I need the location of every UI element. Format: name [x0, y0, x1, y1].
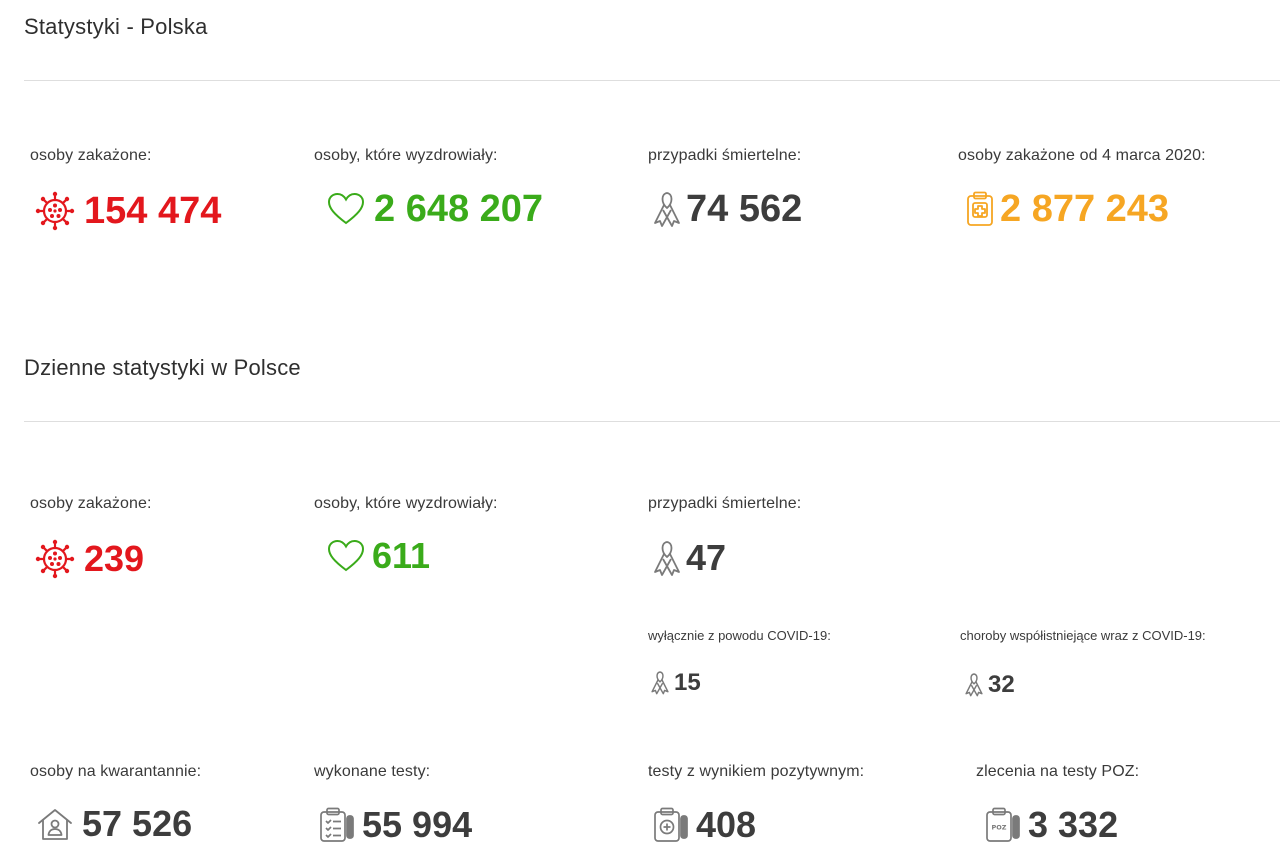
- stat-poz-tests: POZ 3 332: [984, 806, 1118, 844]
- section-title-total: Statystyki - Polska: [24, 14, 208, 39]
- stat-value-quarantine: 57 526: [82, 803, 193, 844]
- stat-infected-total: 154 474: [34, 190, 221, 232]
- stat-label-deaths-total: przypadki śmiertelne:: [648, 147, 802, 164]
- stat-value-positive-tests: 408: [696, 804, 757, 845]
- stat-label-poz-tests: zlecenia na testy POZ:: [976, 763, 1140, 780]
- stat-label-tests: wykonane testy:: [314, 763, 431, 780]
- positive-test-icon: [652, 806, 690, 844]
- stat-label-infected-since-march: osoby zakażone od 4 marca 2020:: [958, 147, 1206, 164]
- stat-deaths-daily: 47: [652, 539, 726, 577]
- heart-icon: [326, 191, 366, 227]
- stat-value-recovered-total: 2 648 207: [374, 188, 544, 230]
- stat-value-deaths-total: 74 562: [686, 188, 803, 230]
- stat-label-recovered-total: osoby, które wyzdrowiały:: [314, 147, 498, 164]
- clipboard-icon: [964, 190, 996, 228]
- stat-deaths-comorbidities: 32: [964, 672, 1015, 697]
- virus-icon: [34, 190, 76, 232]
- ribbon-icon: [652, 190, 682, 228]
- ribbon-icon: [964, 672, 984, 697]
- divider: [24, 80, 1280, 81]
- stat-value-deaths-covid-only: 15: [674, 668, 701, 696]
- stat-label-deaths-comorbidities: choroby współistniejące wraz z COVID-19:: [960, 628, 1206, 643]
- section-title-daily: Dzienne statystyki w Polsce: [24, 355, 301, 380]
- stat-label-deaths-covid-only: wyłącznie z powodu COVID-19:: [648, 628, 831, 643]
- stat-label-infected-daily: osoby zakażone:: [30, 495, 152, 512]
- stat-label-deaths-daily: przypadki śmiertelne:: [648, 495, 802, 512]
- stat-value-deaths-comorbidities: 32: [988, 670, 1015, 698]
- stat-value-infected-daily: 239: [84, 538, 145, 579]
- stat-label-infected-total: osoby zakażone:: [30, 147, 152, 164]
- stat-tests: 55 994: [318, 806, 472, 844]
- divider: [24, 421, 1280, 422]
- stat-value-infected-total: 154 474: [84, 190, 222, 232]
- stat-label-positive-tests: testy z wynikiem pozytywnym:: [648, 763, 865, 780]
- stat-positive-tests: 408: [652, 806, 756, 844]
- stat-value-poz-tests: 3 332: [1028, 804, 1119, 845]
- heart-icon: [326, 538, 366, 574]
- stat-value-infected-since-march: 2 877 243: [1000, 188, 1170, 230]
- stat-infected-daily: 239: [34, 538, 144, 580]
- stat-value-tests: 55 994: [362, 804, 473, 845]
- stat-value-deaths-daily: 47: [686, 537, 727, 578]
- poz-icon-text: POZ: [991, 824, 1006, 832]
- house-icon: [36, 806, 74, 842]
- test-kit-icon: [318, 806, 356, 844]
- stat-quarantine: 57 526: [36, 806, 192, 842]
- stat-value-recovered-daily: 611: [372, 535, 431, 576]
- stat-recovered-daily: 611: [326, 538, 430, 574]
- stat-recovered-total: 2 648 207: [326, 190, 543, 228]
- stat-deaths-covid-only: 15: [650, 670, 701, 695]
- ribbon-icon: [650, 670, 670, 695]
- stat-infected-since-march: 2 877 243: [964, 190, 1169, 228]
- stat-label-recovered-daily: osoby, które wyzdrowiały:: [314, 495, 498, 512]
- stat-label-quarantine: osoby na kwarantannie:: [30, 763, 202, 780]
- poz-test-icon: POZ: [984, 806, 1022, 844]
- stat-deaths-total: 74 562: [652, 190, 802, 228]
- ribbon-icon: [652, 539, 682, 577]
- virus-icon: [34, 538, 76, 580]
